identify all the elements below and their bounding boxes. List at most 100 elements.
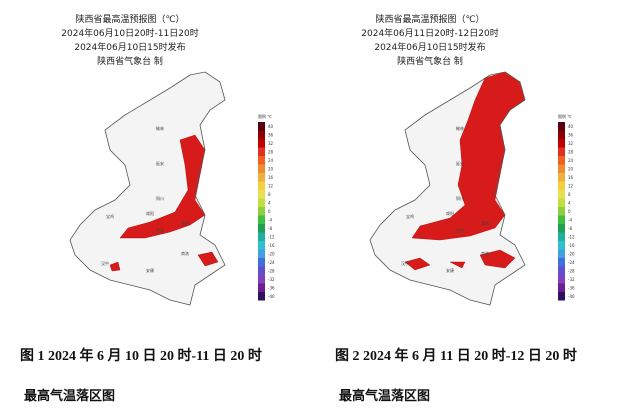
place-label: 延安 [156,160,164,166]
map-header: 陕西省最高温预报图（℃） [75,13,184,25]
legend-swatch [558,130,565,139]
hot-area [109,261,121,272]
map-header: 2024年06月11日20时-12日20时 [361,27,498,39]
legend-swatch [558,292,565,301]
legend-swatch [258,198,265,207]
place-label: 商洛 [481,250,489,256]
legend-swatch [258,215,265,224]
legend-swatch [258,224,265,233]
map-header: 陕西省最高温预报图（℃） [375,13,484,25]
legend-swatch [558,224,565,233]
legend-tick: 8 [568,192,571,197]
legend-swatch [258,139,265,148]
legend-swatch [558,283,565,292]
legend-tick: -32 [268,277,275,282]
legend-swatch [558,232,565,241]
legend-tick: 0 [268,209,271,214]
legend-swatch [558,147,565,156]
legend-tick: -20 [268,251,275,256]
hot-area [479,249,516,269]
legend-tick: 24 [268,158,274,163]
place-label: 宝鸡 [106,213,114,219]
legend-swatch [558,190,565,199]
place-label: 榆林 [456,125,464,131]
caption: 图 1 2024 年 6 月 10 日 20 时-11 日 20 时 [20,347,262,364]
legend-tick: -8 [568,226,572,231]
legend-tick: 28 [568,149,574,154]
legend-tick: 16 [568,175,574,180]
legend-tick: 0 [568,209,571,214]
legend-swatch [558,258,565,267]
place-label: 渭南 [181,220,189,226]
legend-swatch [558,139,565,148]
legend-swatch [258,292,265,301]
legend-swatch [258,232,265,241]
legend-tick: -28 [568,268,575,273]
legend-tick: -28 [268,268,275,273]
place-label: 铜川 [456,195,464,201]
legend-tick: -8 [268,226,272,231]
map-panel: 陕西省最高温预报图（℃） 2024年06月11日20时-12日20时 2024年06… [361,13,575,306]
map-header: 2024年06月10日15时发布 [74,41,185,53]
place-label: 咸阳 [446,210,454,216]
legend-swatch [258,173,265,182]
legend-swatch [258,258,265,267]
legend-swatch [258,181,265,190]
legend-tick: 36 [268,132,274,137]
legend-swatch [558,207,565,216]
hot-area [119,134,206,239]
hot-area [449,261,466,269]
place-label: 榆林 [156,125,164,131]
legend-tick: 8 [268,192,271,197]
map-header: 陕西省气象台 制 [397,55,463,67]
legend-swatch [558,173,565,182]
legend-swatch [558,215,565,224]
place-label: 西安 [156,227,164,233]
legend-tick: 28 [268,149,274,154]
place-label: 铜川 [156,195,164,201]
place-label: 安康 [446,267,454,273]
legend-tick: 40 [568,124,574,129]
place-label: 咸阳 [146,210,154,216]
map-panel: 陕西省最高温预报图（℃） 2024年06月10日20时-11日20时 2024年06… [61,13,275,306]
legend-swatch [258,164,265,173]
legend-swatch [258,283,265,292]
legend-tick: -16 [568,243,575,248]
legend-swatch [258,156,265,165]
map-header: 2024年06月10日15时发布 [374,41,485,53]
legend-swatch [558,275,565,284]
subtitle: 最高气温落区图 [24,388,115,403]
legend-swatch [558,181,565,190]
legend-swatch [558,249,565,258]
place-label: 汉中 [101,260,109,266]
legend-tick: 20 [568,166,574,171]
legend-swatch [558,164,565,173]
place-label: 西安 [456,227,464,233]
legend-tick: -36 [268,285,275,290]
legend-swatch [558,241,565,250]
legend-tick: 24 [568,158,574,163]
legend-swatch [258,241,265,250]
map-header: 陕西省气象台 制 [97,55,163,67]
place-label: 汉中 [401,260,409,266]
legend-tick: -4 [268,217,272,222]
legend-title: 图例 ℃ [558,113,572,119]
legend-swatch [558,198,565,207]
legend-tick: -40 [568,294,575,299]
legend-swatch [258,190,265,199]
caption: 图 2 2024 年 6 月 11 日 20 时-12 日 20 时 [335,347,577,364]
legend-tick: 40 [268,124,274,129]
legend-tick: -12 [568,234,575,239]
legend-swatch [258,122,265,131]
legend-swatch [558,266,565,275]
place-label: 延安 [456,160,464,166]
legend-tick: 12 [268,183,274,188]
legend-tick: 4 [268,200,271,205]
subtitle: 最高气温落区图 [339,388,430,403]
legend-tick: -24 [568,260,575,265]
legend-swatch [558,156,565,165]
hot-area [197,251,219,267]
legend-tick: 16 [268,175,274,180]
legend-tick: -20 [568,251,575,256]
